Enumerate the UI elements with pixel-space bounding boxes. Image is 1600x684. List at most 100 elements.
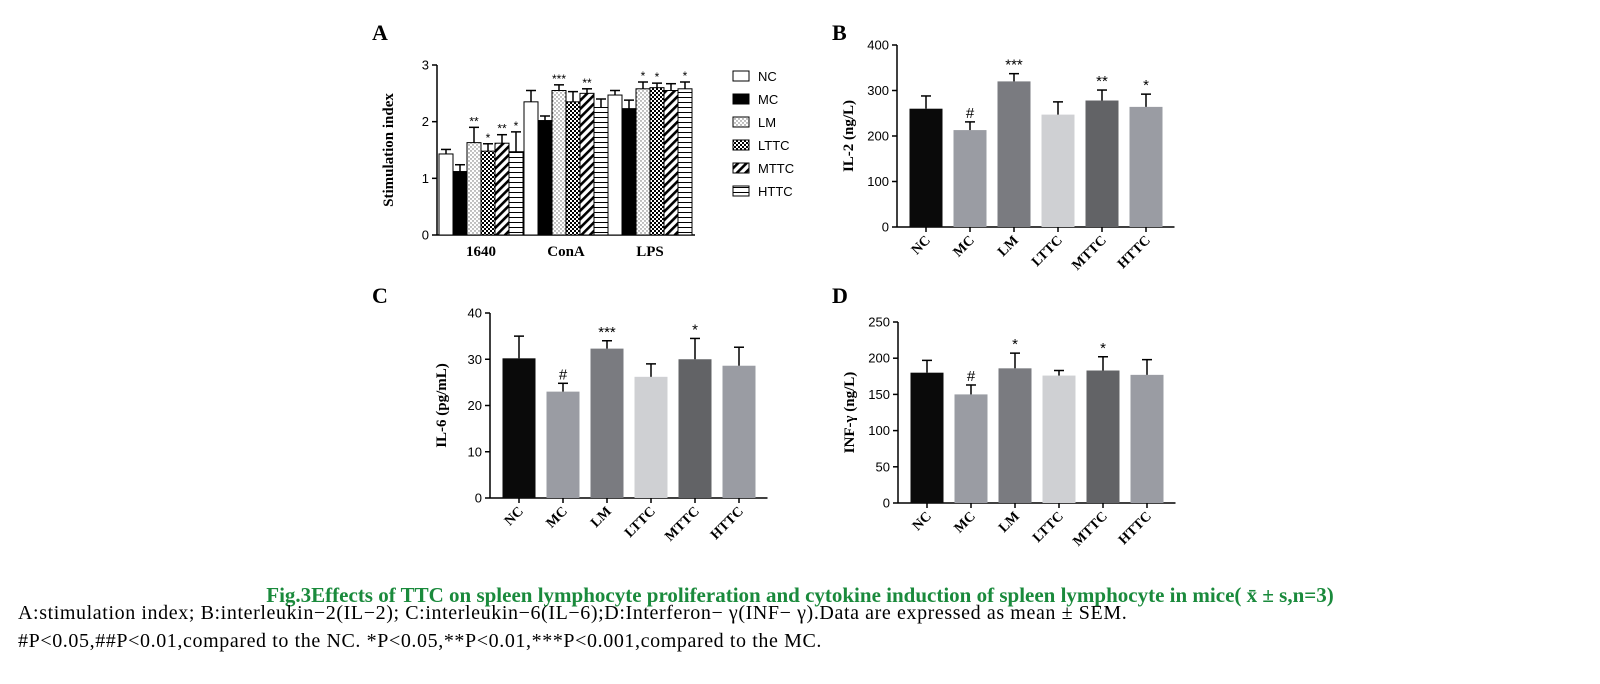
panel-b-y-tick-label: 200 [867, 129, 889, 144]
panel-b-bar [909, 108, 943, 227]
panel-a-significance-label: ** [582, 76, 592, 90]
panel-b-bar [1085, 100, 1119, 227]
panel-a-significance-label: *** [552, 72, 566, 86]
panel-b-bar [1041, 114, 1075, 227]
panel-a-legend-swatch [732, 70, 750, 82]
figure-caption-title: Fig.3Effects of TTC on spleen lymphocyte… [266, 583, 1334, 607]
panel-a-bar [677, 88, 693, 236]
panel-d-y-tick-label: 50 [876, 459, 890, 474]
panel-a-significance-label: ** [469, 114, 479, 128]
panel-a-bar [438, 153, 454, 236]
panel-d-significance-label: # [967, 368, 976, 385]
panel-a-bar [537, 120, 553, 236]
panel-c-bar [546, 391, 580, 498]
panel-c-x-tick-label: LM [588, 504, 615, 531]
panel-a-bar [593, 107, 609, 236]
panel-c-y-tick-label: 0 [475, 491, 482, 506]
panel-b-y-tick-label: 100 [867, 174, 889, 189]
panel-a-legend-label: MTTC [758, 161, 794, 176]
panel-b-y-tick-label: 0 [882, 220, 889, 235]
panel-a-y-tick-label: 3 [422, 58, 429, 73]
panel-b-x-tick-label: LTTC [1029, 233, 1066, 270]
panel-c-y-tick-label: 40 [468, 306, 482, 321]
panel-b-significance-label: ** [1096, 73, 1108, 90]
panel-d-x-tick-label: HTTC [1116, 509, 1155, 548]
panel-a-y-tick-label: 1 [422, 171, 429, 186]
panel-d-x-tick-label: LTTC [1030, 509, 1067, 546]
panel-c-bar [678, 359, 712, 498]
panel-d-chart: 0 50 100 150 200 250 INF-γ (ng/L) NC # MC * LM LTTC *… [842, 315, 1176, 550]
panel-a-y-axis-label: Stimulation index [381, 93, 397, 207]
panel-d-bar [998, 368, 1032, 503]
panel-a-bar [621, 108, 637, 236]
panel-a-bar [663, 90, 679, 236]
panel-d-bar [1042, 375, 1076, 503]
panel-a-legend-label: HTTC [758, 184, 793, 199]
panel-a-bar [607, 94, 623, 236]
panel-a-bar [579, 92, 595, 236]
panel-a-significance-label: * [514, 119, 519, 133]
panel-b-x-tick-label: MC [951, 233, 978, 260]
panel-a-bar [523, 101, 539, 236]
panel-a-legend-label: MC [758, 92, 778, 107]
panel-c-significance-label: # [559, 366, 568, 383]
panel-a-bar [480, 150, 496, 236]
panel-d-x-tick-label: LM [996, 509, 1023, 536]
panel-a-legend-label: NC [758, 69, 777, 84]
figure-caption-line-1: A:stimulation index; B:interleukin−2(IL−… [18, 602, 1128, 624]
panel-c-y-axis-label: IL-6 (pg/mL) [434, 363, 450, 448]
panel-c-bar [502, 358, 536, 498]
panel-d-y-tick-label: 250 [868, 315, 890, 330]
panel-letter-d: D [832, 283, 848, 308]
panel-b-bar [997, 81, 1031, 228]
panel-a-legend-label: LM [758, 115, 776, 130]
panel-c-significance-label: *** [598, 324, 616, 341]
panel-a-bar [466, 142, 482, 236]
panel-a-bar [551, 90, 567, 236]
panel-a-significance-label: ** [497, 122, 507, 136]
panel-b-x-tick-label: HTTC [1115, 233, 1154, 272]
panel-b-y-tick-label: 400 [867, 38, 889, 53]
panel-a-bar [649, 87, 665, 236]
panel-b-significance-label: *** [1005, 57, 1023, 74]
panel-a-bar [508, 151, 524, 236]
panel-c-x-tick-label: LTTC [622, 504, 659, 541]
panel-b-y-axis-label: IL-2 (ng/L) [841, 100, 857, 172]
panel-d-x-tick-label: MTTC [1071, 509, 1111, 549]
panel-a-significance-label: * [655, 70, 660, 84]
panel-c-y-tick-label: 20 [468, 398, 482, 413]
panel-c-y-tick-label: 10 [468, 444, 482, 459]
panel-a-bar [635, 88, 651, 236]
panel-b-x-tick-label: MTTC [1070, 233, 1110, 273]
figure-caption-line-2: #P<0.05,##P<0.01,compared to the NC. *P<… [18, 630, 822, 652]
panel-d-x-tick-label: MC [952, 509, 979, 536]
panel-a-legend-swatch [732, 185, 750, 197]
panel-c-bar [590, 348, 624, 498]
panel-a-legend-label: LTTC [758, 138, 790, 153]
panel-c-bar [722, 365, 756, 498]
panel-b-significance-label: # [966, 105, 975, 122]
panel-d-significance-label: * [1100, 340, 1106, 357]
panel-d-bar [910, 372, 944, 503]
panel-b-x-tick-label: LM [995, 233, 1022, 260]
panel-a-bar [494, 142, 510, 236]
panel-c-significance-label: * [692, 321, 698, 338]
panel-c-x-tick-label: MC [544, 504, 571, 531]
panel-a-bar [452, 171, 468, 236]
panel-d-significance-label: * [1012, 336, 1018, 353]
panel-c-chart: 0 10 20 30 40 IL-6 (pg/mL) NC # MC *** LM LTTC * MTTC… [434, 306, 768, 545]
panel-d-y-tick-label: 100 [868, 423, 890, 438]
panel-b-bar [953, 130, 987, 227]
panel-letter-a: A [372, 20, 388, 45]
panel-letter-c: C [372, 283, 388, 308]
panel-d-x-tick-label: NC [910, 509, 935, 534]
panel-a-x-tick-label: 1640 [466, 244, 496, 260]
panel-a-bar [565, 101, 581, 236]
panel-b-significance-label: * [1143, 77, 1149, 94]
panel-c-x-tick-label: HTTC [708, 504, 747, 543]
panel-a-y-tick-label: 2 [422, 114, 429, 129]
panel-b-y-tick-label: 300 [867, 83, 889, 98]
panel-d-y-tick-label: 150 [868, 387, 890, 402]
